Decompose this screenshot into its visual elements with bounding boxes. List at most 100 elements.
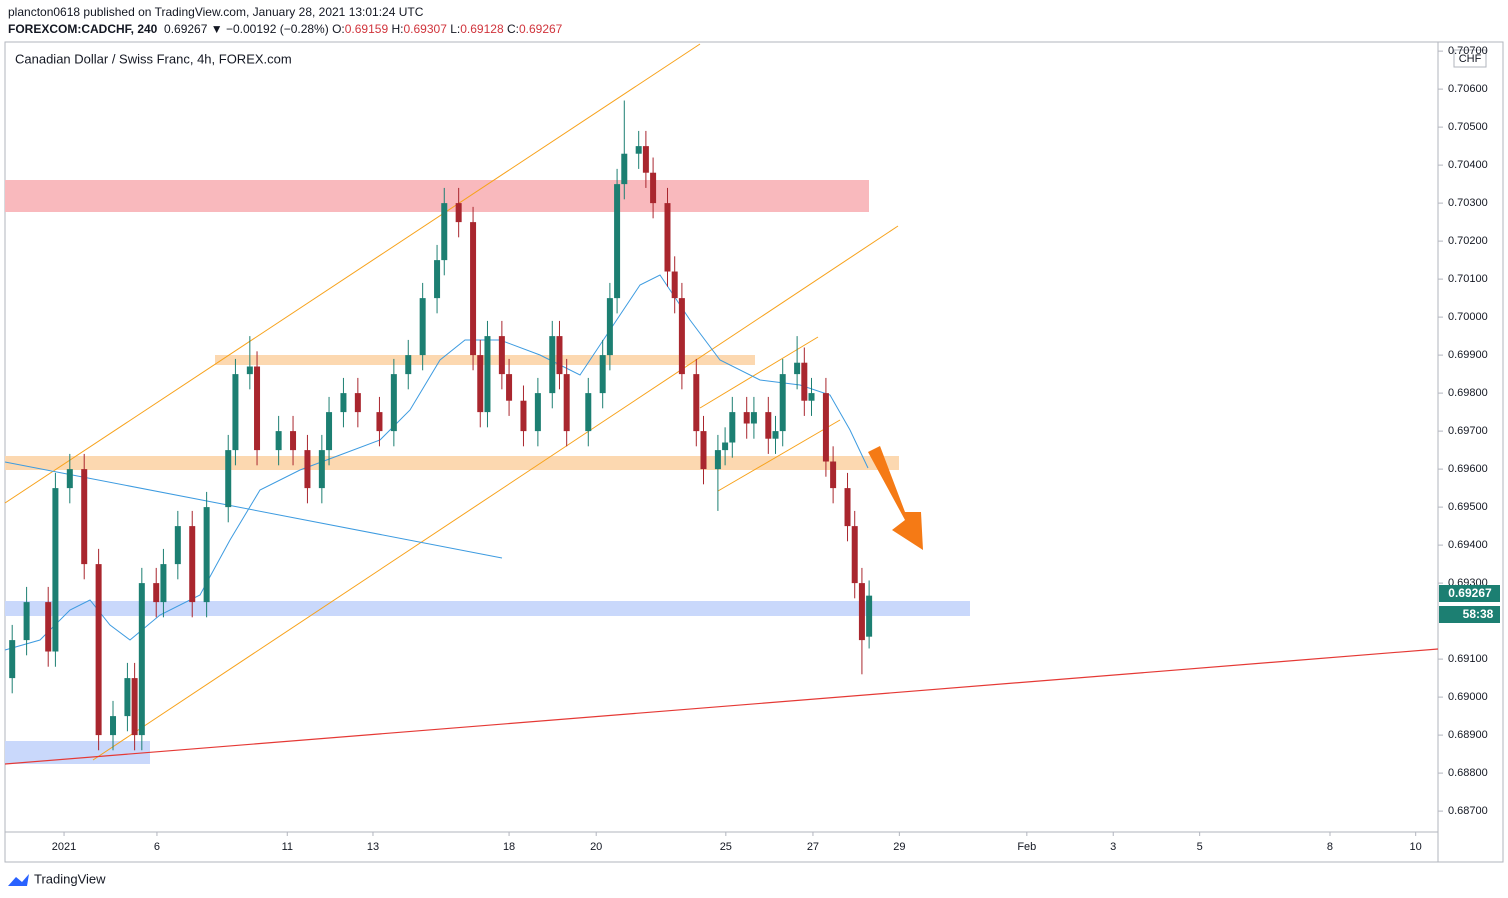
candle-body xyxy=(614,184,621,299)
x-tick-label: 13 xyxy=(367,841,379,853)
candle-body xyxy=(844,488,851,527)
countdown: 58:38 xyxy=(1463,607,1494,621)
currency: CHF xyxy=(1459,53,1482,65)
support-zone xyxy=(5,601,970,616)
candle-body xyxy=(66,469,73,489)
countdown-box xyxy=(1439,606,1500,623)
candle-body xyxy=(484,336,491,413)
candle-body xyxy=(290,431,297,451)
candles xyxy=(9,100,873,751)
candle-body xyxy=(830,461,837,489)
candle-body xyxy=(326,412,333,451)
chart-frame xyxy=(4,41,1504,863)
channel-line xyxy=(717,419,841,492)
candle-body xyxy=(304,450,311,489)
candle-body xyxy=(635,146,642,154)
x-tick-label: 2021 xyxy=(52,841,76,853)
close: 0.69267 xyxy=(518,22,563,36)
y-tick-label: 0.70000 xyxy=(1448,311,1488,323)
brand: TradingView xyxy=(34,871,106,886)
y-tick-label: 0.70400 xyxy=(1448,159,1488,171)
trend-line xyxy=(4,461,503,559)
candle-body xyxy=(671,271,678,299)
close-label: C: xyxy=(506,22,519,36)
candle-body xyxy=(729,412,736,443)
candle-body xyxy=(9,640,16,679)
candle-body xyxy=(585,393,592,432)
candle-body xyxy=(160,564,167,603)
x-tick-label: 20 xyxy=(590,841,602,853)
y-tick-label: 0.69800 xyxy=(1448,387,1488,399)
y-tick-label: 0.68800 xyxy=(1448,767,1488,779)
chart-title: Canadian Dollar / Swiss Franc, 4h, FOREX… xyxy=(15,51,292,66)
x-tick-label: Feb xyxy=(1017,841,1036,853)
y-tick-label: 0.70100 xyxy=(1448,273,1488,285)
candle-body xyxy=(275,431,282,451)
currency-box xyxy=(1453,49,1487,68)
low-label: L: xyxy=(450,22,461,36)
candle-body xyxy=(376,412,383,432)
trend-line xyxy=(4,648,1439,765)
publisher-line: plancton0618 published on TradingView.co… xyxy=(8,5,424,19)
candle-body xyxy=(556,336,563,375)
last-price: 0.69267 xyxy=(1448,586,1492,600)
candle-body xyxy=(419,298,426,356)
candle-body xyxy=(405,355,412,375)
symbol: FOREXCOM:CADCHF, 240 xyxy=(8,22,158,36)
candle-body xyxy=(743,412,750,424)
candle-body xyxy=(340,393,347,413)
arrow xyxy=(868,446,923,550)
candle-body xyxy=(599,355,606,394)
channel-line xyxy=(92,225,899,761)
candle-body xyxy=(794,362,801,375)
candle-body xyxy=(81,469,88,565)
x-tick-label: 6 xyxy=(154,841,160,853)
candle-body xyxy=(714,450,721,470)
support-zone xyxy=(5,741,150,764)
candle-body xyxy=(246,366,253,375)
x-tick-label: 18 xyxy=(503,841,515,853)
candle-body xyxy=(534,393,541,432)
candle-body xyxy=(722,442,729,451)
y-tick-label: 0.69900 xyxy=(1448,349,1488,361)
candle-body xyxy=(664,203,671,272)
candle-body xyxy=(470,222,477,356)
candle-body xyxy=(95,564,102,736)
drawings xyxy=(4,43,1439,765)
candle-body xyxy=(563,374,570,432)
candle-body xyxy=(153,583,160,603)
candle-body xyxy=(131,678,138,736)
high-label: H: xyxy=(391,22,404,36)
candle-body xyxy=(232,374,239,451)
candle-body xyxy=(354,393,361,413)
candle-body xyxy=(203,507,210,603)
candle-body xyxy=(822,393,829,462)
candle-body xyxy=(642,146,649,173)
candle-body xyxy=(455,203,462,223)
candle-body xyxy=(225,450,232,508)
candle-body xyxy=(750,412,757,424)
y-tick-label: 0.68900 xyxy=(1448,729,1488,741)
candle-body xyxy=(520,400,527,432)
candle-body xyxy=(693,374,700,432)
y-tick-label: 0.69600 xyxy=(1448,463,1488,475)
candle-body xyxy=(866,595,873,637)
low: 0.69128 xyxy=(460,22,504,36)
candle-body xyxy=(52,488,59,652)
candle-body xyxy=(772,431,779,439)
y-tick-label: 0.69700 xyxy=(1448,425,1488,437)
candle-body xyxy=(621,153,628,185)
candle-body xyxy=(254,366,261,451)
x-tick-label: 10 xyxy=(1410,841,1422,853)
candle-body xyxy=(477,355,484,413)
y-tick-label: 0.69500 xyxy=(1448,501,1488,513)
candle-body xyxy=(124,678,131,717)
candle-body xyxy=(498,336,505,375)
y-tick-label: 0.70600 xyxy=(1448,83,1488,95)
candle-body xyxy=(434,260,441,299)
change: ▼ −0.00192 (−0.28%) xyxy=(210,22,329,36)
candle-body xyxy=(318,450,325,489)
resistance-zone xyxy=(5,180,869,212)
y-tick-label: 0.70300 xyxy=(1448,197,1488,209)
